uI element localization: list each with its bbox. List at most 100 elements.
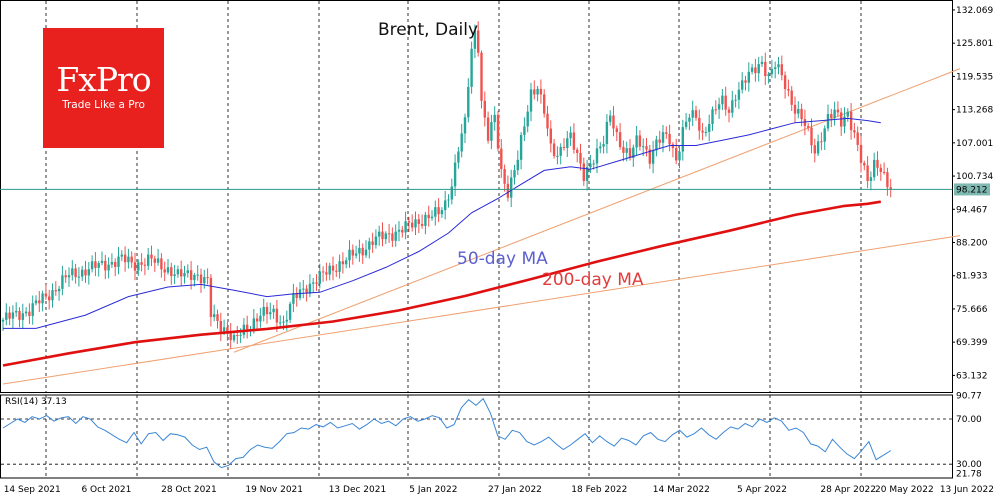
candle-body-263 <box>869 177 873 182</box>
candle-body-76 <box>252 318 255 329</box>
candle-body-93 <box>308 283 312 294</box>
candle-body-121 <box>401 229 404 233</box>
candle-body-28 <box>94 261 97 268</box>
candle-body-176 <box>582 163 585 181</box>
candle-body-168 <box>556 155 559 157</box>
candle-body-241 <box>797 108 800 114</box>
candle-body-249 <box>823 128 826 142</box>
candle-body-231 <box>764 61 767 77</box>
candle-body-11 <box>38 300 41 304</box>
candle-body-77 <box>255 318 259 322</box>
candle-body-250 <box>826 114 830 129</box>
candle-body-196 <box>648 149 651 164</box>
candle-body-157 <box>519 134 523 160</box>
candle-body-232 <box>767 74 770 77</box>
candle-body-126 <box>417 219 420 224</box>
candle-body-2 <box>8 312 11 319</box>
candle-body-131 <box>434 207 437 217</box>
candle-body-256 <box>846 111 849 117</box>
candle-body-257 <box>849 111 853 131</box>
rsi-tick-label-3: 21.78 <box>956 469 982 479</box>
candle-body-145 <box>480 52 483 101</box>
candle-body-117 <box>387 233 391 235</box>
candle-body-221 <box>731 100 734 113</box>
candle-body-80 <box>265 306 269 315</box>
candle-body-174 <box>576 149 579 153</box>
x-tick-label-2: 28 Oct 2021 <box>161 485 217 495</box>
candle-body-21 <box>71 268 74 276</box>
candle-body-141 <box>467 86 470 118</box>
candle-body-7 <box>24 311 28 314</box>
y-tick-label-7: 88.200 <box>956 239 988 249</box>
candle-body-12 <box>41 293 44 304</box>
x-tick-label-8: 14 Mar 2022 <box>653 485 710 495</box>
candle-body-175 <box>579 152 582 164</box>
candle-body-197 <box>651 150 655 164</box>
candle-body-237 <box>783 75 787 90</box>
candle-body-56 <box>186 270 189 274</box>
candle-body-24 <box>81 269 84 277</box>
candle-body-188 <box>622 147 625 153</box>
x-tick-label-11: 20 May 2022 <box>875 485 934 495</box>
ma50-line <box>3 117 881 329</box>
candle-body-60 <box>199 274 203 284</box>
candle-body-30 <box>100 260 104 264</box>
candle-body-227 <box>750 67 754 72</box>
candle-body-128 <box>424 214 427 226</box>
candle-body-16 <box>54 290 57 292</box>
candle-body-173 <box>572 132 576 150</box>
candle-body-89 <box>295 293 298 298</box>
candle-body-265 <box>876 159 879 168</box>
candle-body-82 <box>272 308 275 313</box>
candle-body-202 <box>668 133 671 145</box>
candle-body-229 <box>757 64 760 74</box>
candle-body-44 <box>147 254 150 266</box>
candle-body-79 <box>262 306 265 316</box>
candle-body-165 <box>546 113 549 129</box>
candle-body-269 <box>889 187 892 190</box>
candle-body-236 <box>780 64 783 76</box>
candle-body-36 <box>120 254 123 257</box>
y-tick-label-2: 119.535 <box>956 72 993 82</box>
candle-body-71 <box>236 335 239 337</box>
candle-body-106 <box>351 249 354 256</box>
candle-body-159 <box>526 111 529 127</box>
candle-body-254 <box>840 112 843 127</box>
candle-body-251 <box>830 114 833 119</box>
candle-body-51 <box>170 267 173 277</box>
x-tick-label-3: 19 Nov 2021 <box>245 485 303 495</box>
candle-body-46 <box>153 258 156 263</box>
candle-body-267 <box>882 172 886 174</box>
candle-body-148 <box>490 122 493 141</box>
candle-body-18 <box>61 275 64 289</box>
candle-body-41 <box>137 262 140 271</box>
candle-body-151 <box>500 148 503 169</box>
candle-body-40 <box>133 262 137 271</box>
candle-body-78 <box>259 315 262 322</box>
candle-body-182 <box>602 144 605 147</box>
candle-body-248 <box>820 141 823 143</box>
candle-body-38 <box>127 256 130 263</box>
candle-body-61 <box>203 277 206 284</box>
y-tick-label-3: 113.268 <box>956 106 993 116</box>
candle-body-158 <box>523 126 526 135</box>
rsi-tick-label-1: 70.00 <box>956 415 982 425</box>
candle-body-208 <box>688 117 691 122</box>
candle-body-110 <box>364 249 368 256</box>
rsi-panel-border <box>0 394 953 479</box>
y-tick-label-6: 94.467 <box>956 205 988 215</box>
candle-body-230 <box>760 61 764 65</box>
candle-body-193 <box>638 135 642 147</box>
candle-body-195 <box>645 146 648 150</box>
candle-body-260 <box>859 144 863 163</box>
candle-body-137 <box>453 162 457 187</box>
candle-body-33 <box>110 261 114 265</box>
candle-body-81 <box>269 312 272 315</box>
candle-body-135 <box>447 199 450 201</box>
candle-body-69 <box>229 332 232 341</box>
candle-body-266 <box>879 167 882 173</box>
candle-body-25 <box>84 269 87 276</box>
candle-body-224 <box>741 80 744 90</box>
candle-body-140 <box>463 117 467 134</box>
candle-body-53 <box>176 269 180 275</box>
